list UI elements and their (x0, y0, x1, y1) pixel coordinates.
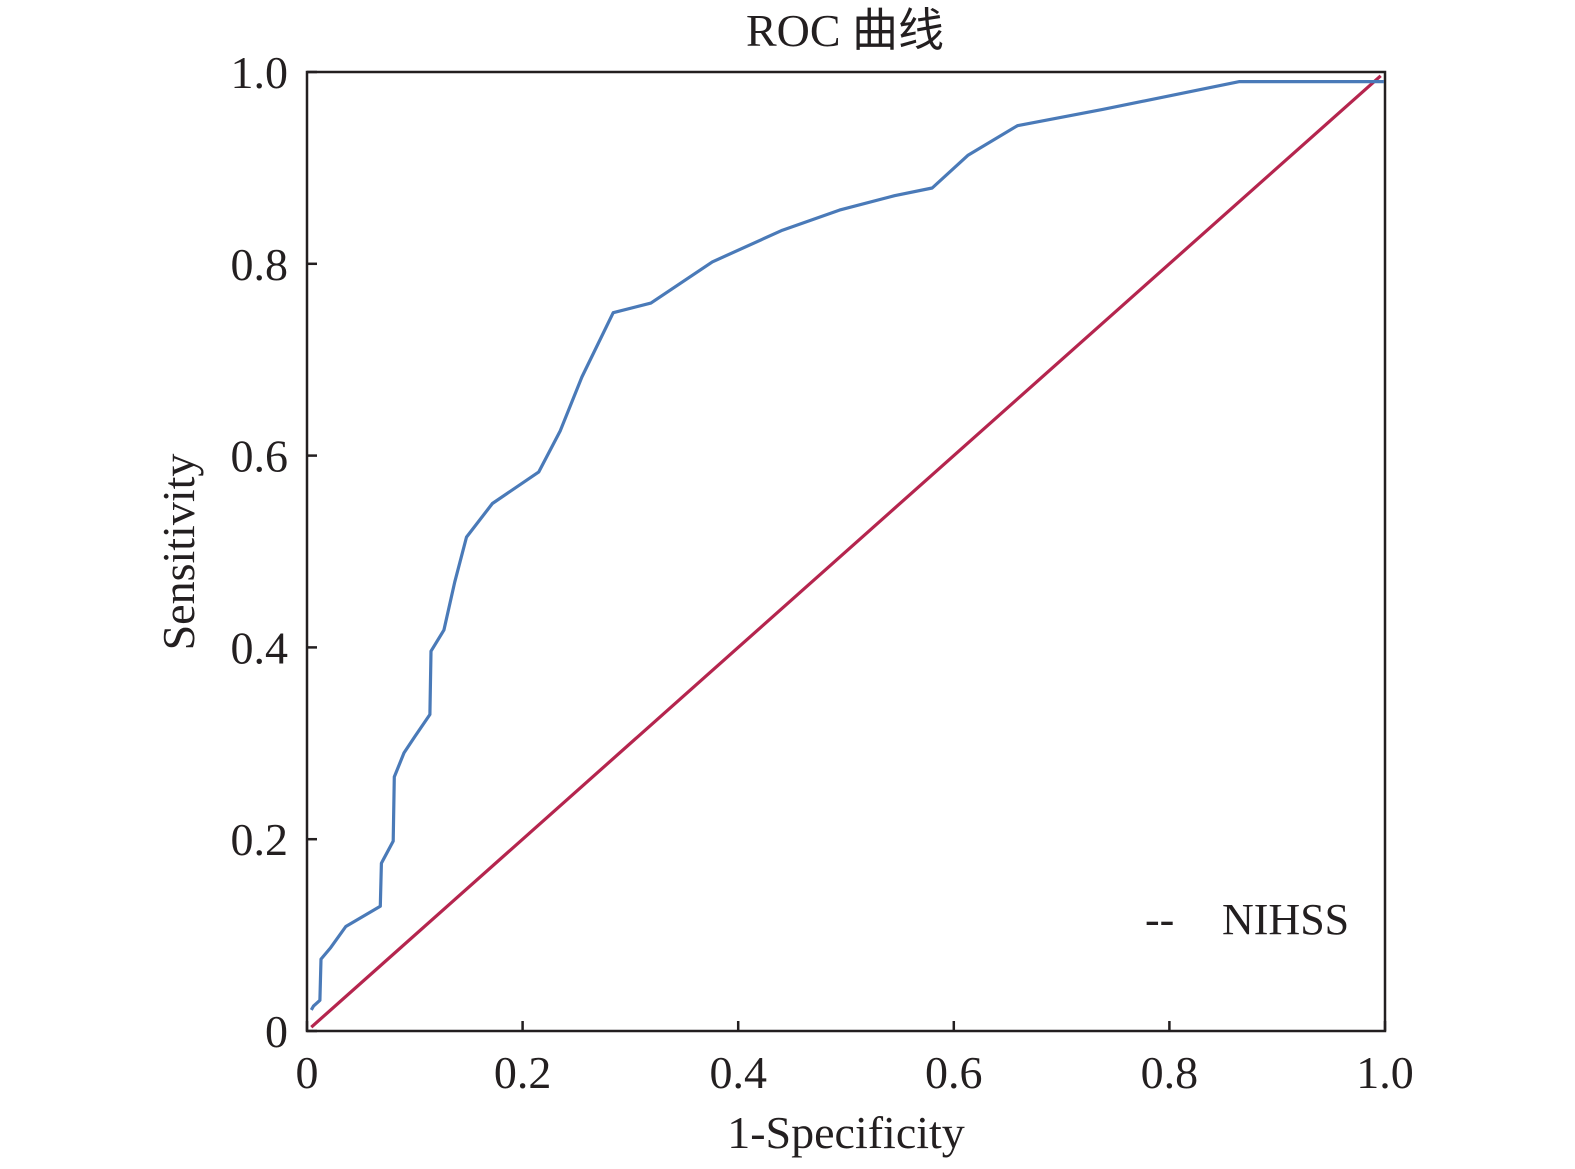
x-tick-label: 1.0 (1356, 1047, 1414, 1098)
y-tick-label: 0.4 (231, 622, 289, 673)
x-axis: 0 0.2 0.4 0.6 0.8 1.0 (296, 1021, 1414, 1098)
x-tick-label: 0 (296, 1047, 319, 1098)
y-tick-label: 0 (265, 1006, 288, 1057)
y-tick-label: 0.6 (231, 431, 289, 482)
y-tick-label: 1.0 (231, 47, 289, 98)
reference-diagonal-line (310, 74, 1382, 1029)
plot-frame (305, 70, 1387, 1033)
y-axis: 0 0.2 0.4 0.6 0.8 1.0 (231, 47, 317, 1057)
x-tick-label: 0.4 (709, 1047, 767, 1098)
x-tick-label: 0.6 (925, 1047, 983, 1098)
legend-marker: -- (1145, 895, 1174, 944)
x-tick-label: 0.2 (494, 1047, 552, 1098)
x-tick-label: 0.8 (1141, 1047, 1199, 1098)
y-tick-label: 0.8 (231, 239, 289, 290)
legend: -- NIHSS (1145, 895, 1349, 944)
roc-curve-nihss (309, 79, 1384, 1011)
x-axis-title: 1-Specificity (727, 1107, 965, 1158)
y-tick-label: 0.2 (231, 814, 289, 865)
legend-label-nihss: NIHSS (1222, 895, 1349, 944)
series-layer (309, 74, 1384, 1029)
chart-title: ROC 曲线 (746, 5, 944, 56)
y-axis-title: Sensitivity (153, 454, 204, 651)
